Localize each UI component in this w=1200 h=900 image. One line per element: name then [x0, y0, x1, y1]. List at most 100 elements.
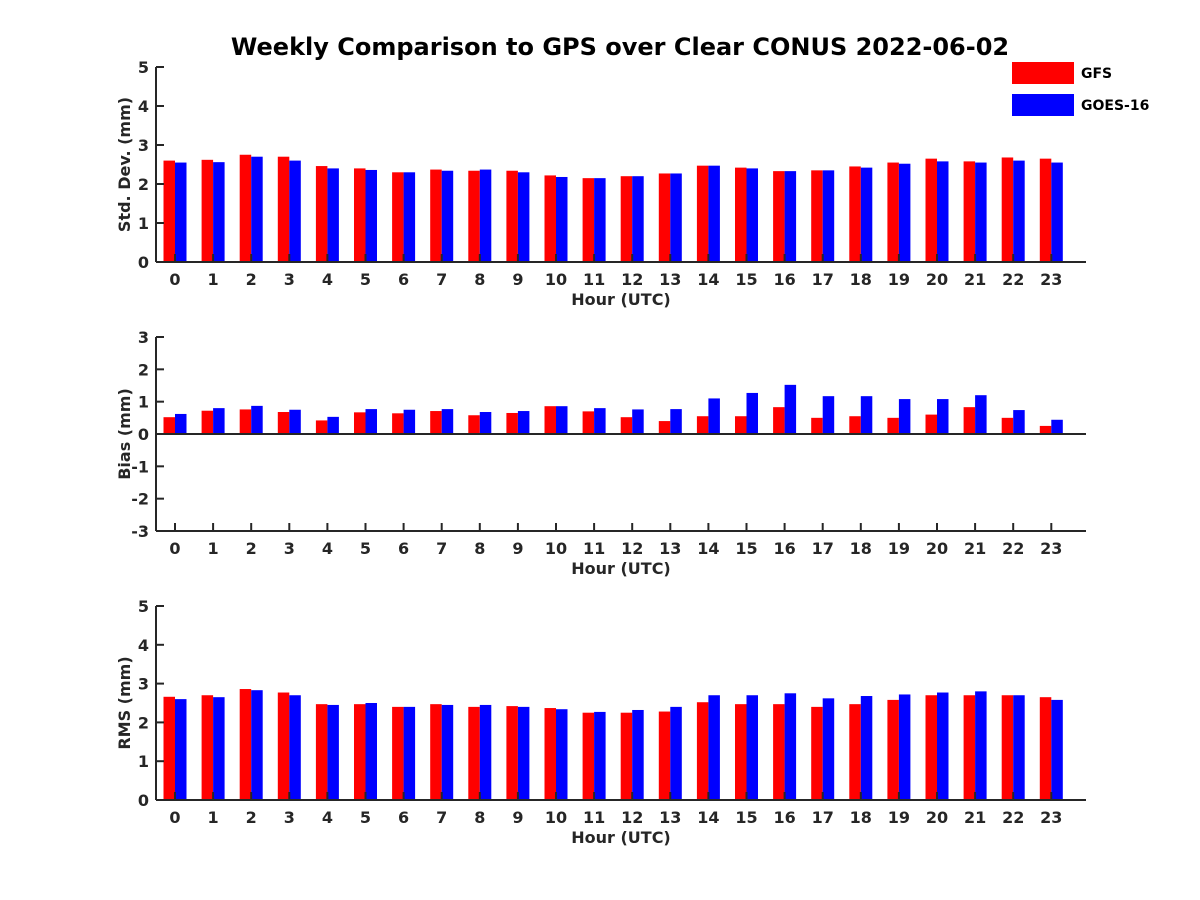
x-tick-label-13: 13: [659, 539, 681, 558]
bar-gfs-hour-2: [239, 154, 252, 262]
bar-gfs-hour-23: [1039, 158, 1052, 262]
x-tick-label-16: 16: [773, 539, 795, 558]
bar-goes-16-hour-18: [860, 396, 873, 434]
x-tick-label-21: 21: [964, 808, 986, 827]
bar-goes-16-hour-12: [632, 709, 644, 800]
bar-goes-16-hour-17: [822, 698, 835, 800]
legend-label-gfs: GFS: [1081, 66, 1112, 82]
x-tick-label-12: 12: [621, 539, 643, 558]
x-axis-label: Hour (UTC): [571, 828, 671, 847]
x-tick-label-14: 14: [697, 270, 719, 289]
bar-gfs-hour-16: [773, 704, 785, 800]
x-tick-label-6: 6: [398, 539, 409, 558]
bar-gfs-hour-19: [887, 417, 899, 434]
bar-gfs-hour-7: [430, 411, 442, 434]
x-tick-label-1: 1: [208, 539, 219, 558]
x-tick-label-5: 5: [360, 808, 371, 827]
bar-goes-16-hour-22: [1013, 160, 1025, 262]
x-tick-label-10: 10: [545, 808, 567, 827]
x-tick-label-19: 19: [888, 808, 910, 827]
bar-goes-16-hour-11: [594, 408, 606, 434]
bar-goes-16-hour-11: [594, 711, 606, 800]
x-tick-label-6: 6: [398, 808, 409, 827]
bar-goes-16-hour-14: [708, 165, 720, 262]
bar-gfs-hour-12: [620, 176, 633, 262]
y-tick-label: 2: [138, 713, 149, 732]
bar-gfs-hour-7: [430, 169, 442, 262]
bar-gfs-hour-21: [963, 695, 976, 800]
bar-gfs-hour-3: [277, 692, 290, 800]
x-tick-label-1: 1: [208, 270, 219, 289]
x-tick-label-8: 8: [474, 808, 485, 827]
bar-goes-16-hour-10: [556, 406, 568, 434]
bar-gfs-hour-1: [201, 159, 214, 262]
x-tick-label-15: 15: [735, 539, 757, 558]
bar-gfs-hour-15: [735, 704, 747, 800]
x-tick-label-14: 14: [697, 539, 719, 558]
x-tick-label-18: 18: [850, 539, 872, 558]
bar-goes-16-hour-23: [1051, 699, 1063, 800]
x-tick-label-2: 2: [246, 539, 257, 558]
bar-goes-16-hour-9: [517, 411, 530, 434]
y-tick-label: 5: [138, 597, 149, 616]
bar-gfs-hour-10: [544, 175, 556, 262]
bar-goes-16-hour-18: [860, 696, 873, 800]
bar-goes-16-hour-3: [289, 409, 301, 434]
bar-goes-16-hour-0: [175, 699, 187, 800]
x-tick-label-11: 11: [583, 539, 605, 558]
bar-goes-16-hour-5: [365, 703, 377, 800]
bar-goes-16-hour-13: [670, 706, 682, 800]
x-tick-label-7: 7: [436, 539, 447, 558]
y-tick-label: 3: [138, 675, 149, 694]
x-tick-label-2: 2: [246, 808, 257, 827]
bar-goes-16-hour-6: [403, 409, 416, 434]
bar-goes-16-hour-21: [975, 395, 987, 434]
bar-goes-16-hour-9: [517, 172, 530, 262]
y-tick-label: 1: [138, 752, 149, 771]
y-tick-label: -1: [131, 457, 149, 476]
x-tick-label-20: 20: [926, 270, 948, 289]
x-tick-label-22: 22: [1002, 808, 1024, 827]
x-tick-label-3: 3: [284, 808, 295, 827]
bar-goes-16-hour-9: [517, 706, 530, 800]
bar-gfs-hour-20: [925, 695, 937, 800]
bar-goes-16-hour-2: [251, 405, 263, 434]
x-tick-label-22: 22: [1002, 539, 1024, 558]
bar-goes-16-hour-4: [327, 416, 339, 434]
bar-gfs-hour-23: [1039, 697, 1052, 800]
bar-goes-16-hour-20: [937, 161, 949, 262]
y-tick-label: 4: [138, 97, 149, 116]
bar-gfs-hour-14: [696, 416, 709, 434]
bar-goes-16-hour-20: [937, 399, 949, 434]
x-tick-label-0: 0: [169, 808, 180, 827]
x-tick-label-4: 4: [322, 270, 333, 289]
bar-goes-16-hour-15: [746, 695, 758, 800]
legend-swatch-gfs: [1012, 62, 1074, 84]
x-tick-label-16: 16: [773, 808, 795, 827]
bar-gfs-hour-2: [239, 689, 252, 800]
bar-goes-16-hour-1: [213, 408, 225, 434]
bar-goes-16-hour-7: [441, 170, 454, 262]
x-tick-label-7: 7: [436, 808, 447, 827]
x-tick-label-1: 1: [208, 808, 219, 827]
bar-gfs-hour-4: [315, 166, 328, 262]
bar-gfs-hour-21: [963, 161, 976, 262]
bar-gfs-hour-10: [544, 406, 556, 434]
bar-goes-16-hour-4: [327, 168, 339, 262]
bar-goes-16-hour-18: [860, 167, 873, 262]
y-tick-label: 0: [138, 791, 149, 810]
y-tick-label: 5: [138, 58, 149, 77]
y-tick-label: 1: [138, 214, 149, 233]
y-tick-label: 1: [138, 393, 149, 412]
bar-goes-16-hour-12: [632, 176, 644, 262]
bar-goes-16-hour-5: [365, 409, 377, 434]
x-tick-label-0: 0: [169, 270, 180, 289]
bar-gfs-hour-10: [544, 708, 556, 800]
x-tick-label-8: 8: [474, 270, 485, 289]
x-tick-label-10: 10: [545, 539, 567, 558]
bar-goes-16-hour-16: [784, 693, 797, 800]
bar-gfs-hour-2: [239, 409, 252, 434]
bar-goes-16-hour-19: [898, 399, 911, 434]
